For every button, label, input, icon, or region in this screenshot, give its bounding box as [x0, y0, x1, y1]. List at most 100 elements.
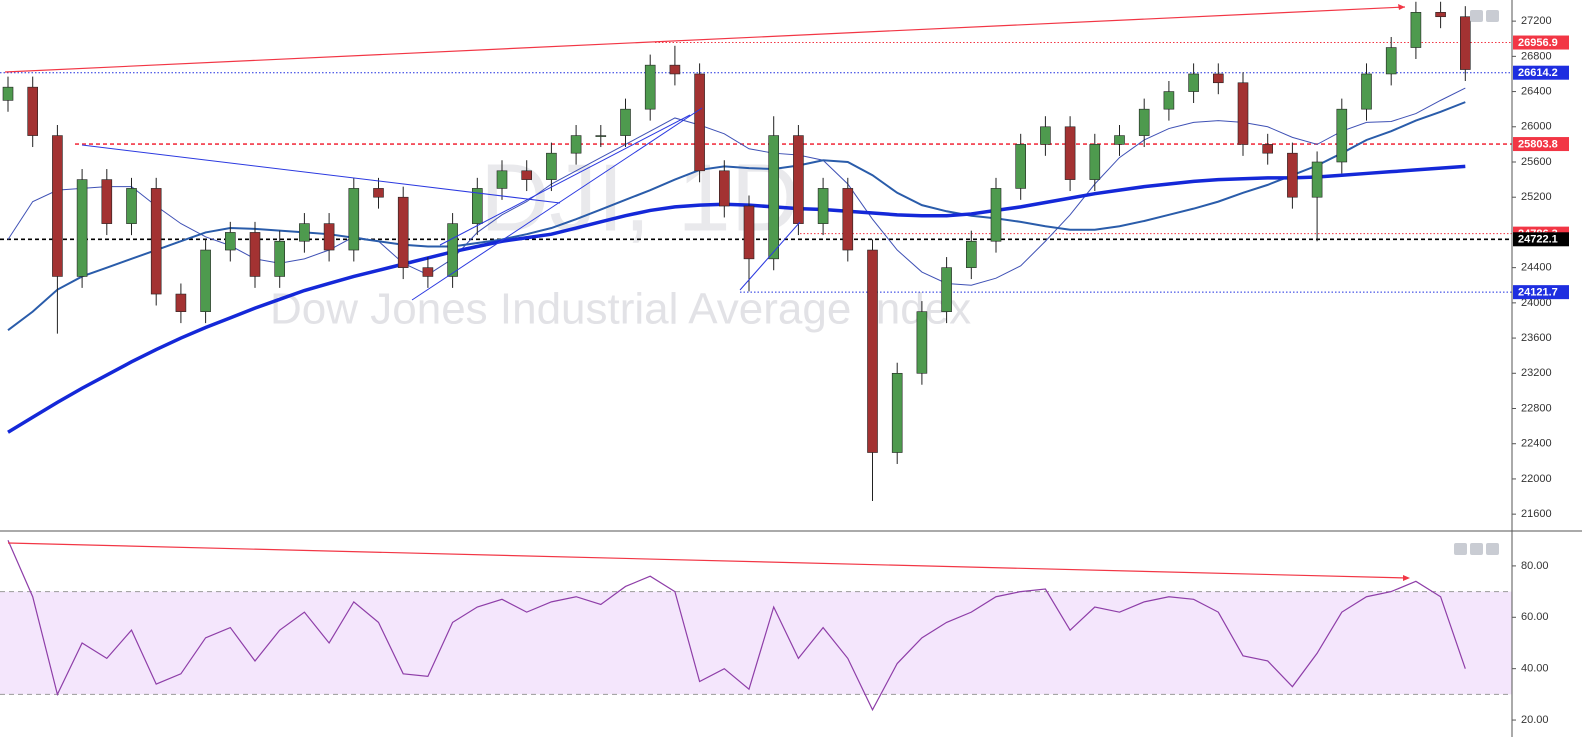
moving-average: [7, 164, 1466, 434]
candle-body: [768, 135, 780, 260]
y-tick-label: 22000: [1521, 473, 1552, 485]
button[interactable]: [1454, 543, 1467, 555]
candle-body: [891, 372, 903, 453]
candle-body: [274, 240, 286, 277]
candle-body: [1188, 73, 1199, 92]
channel-line: [439, 114, 691, 246]
price-label-bg: [1513, 232, 1569, 247]
y-tick-label: 25200: [1521, 191, 1552, 203]
arrow-head: [1398, 4, 1405, 10]
candle-body: [817, 188, 829, 224]
candle-body: [249, 232, 261, 277]
candle-body: [1385, 47, 1397, 75]
candle-body: [52, 135, 63, 277]
price-label-bg: [1513, 285, 1569, 300]
rsi-band: [0, 591, 1512, 695]
candle-body: [546, 152, 557, 180]
candle-body: [225, 232, 236, 251]
y-tick-label: 23200: [1521, 367, 1552, 379]
price-label-bg: [1513, 35, 1569, 50]
candle-body: [150, 188, 162, 295]
candle-body: [1163, 91, 1175, 110]
price-label-bg: [1513, 65, 1569, 80]
y-tick-label: 40.00: [1521, 663, 1549, 675]
candle-body: [965, 240, 977, 268]
candle-body: [793, 135, 804, 224]
price-label: 26614.2: [1518, 67, 1558, 79]
y-tick-label: 23600: [1521, 332, 1552, 344]
candle-body: [126, 188, 137, 224]
candle-body: [200, 249, 211, 312]
y-tick-label: 26400: [1521, 85, 1552, 97]
candle-body: [1237, 82, 1249, 145]
button[interactable]: [1470, 543, 1483, 555]
candle-body: [323, 223, 335, 251]
y-tick-label: 25600: [1521, 156, 1552, 168]
candle-body: [570, 135, 582, 154]
candle-body: [842, 188, 854, 251]
price-label-bg: [1513, 137, 1569, 152]
candle-body: [175, 293, 187, 312]
candle-body: [1287, 152, 1298, 198]
y-tick-label: 27200: [1521, 15, 1552, 27]
candle-body: [941, 267, 952, 312]
candle-body: [1311, 161, 1323, 198]
candle-body: [1361, 73, 1372, 110]
trend-line: [739, 221, 801, 291]
candle-body: [718, 170, 730, 207]
candle-body: [447, 223, 458, 277]
y-tick-label: 22800: [1521, 402, 1552, 414]
candle-body: [1138, 108, 1150, 136]
candle-body: [916, 311, 928, 374]
candle-body: [299, 223, 310, 242]
candle-body: [743, 205, 755, 260]
candle-body: [101, 179, 113, 224]
trend-line: [4, 6, 1406, 73]
y-tick-label: 26000: [1521, 121, 1552, 133]
candle-body: [1262, 144, 1273, 154]
y-tick-label: 20.00: [1521, 714, 1549, 726]
y-tick-label: 24000: [1521, 297, 1552, 309]
arrow-head: [1403, 575, 1410, 581]
button[interactable]: [1486, 10, 1499, 22]
price-label: 24722.1: [1518, 234, 1558, 246]
y-tick-label: 22400: [1521, 438, 1552, 450]
candle-body: [1089, 144, 1101, 180]
candle-body: [1460, 16, 1471, 70]
candle-body: [867, 249, 878, 453]
candle-body: [27, 86, 39, 136]
y-tick-label: 80.00: [1521, 560, 1549, 572]
candle-body: [595, 135, 607, 137]
price-label: 25803.8: [1518, 138, 1558, 150]
pane-buttons[interactable]: [1454, 10, 1499, 555]
button[interactable]: [1470, 10, 1483, 22]
candle-body: [1064, 126, 1076, 180]
candle-body: [1410, 12, 1422, 48]
candle-body: [1336, 108, 1348, 163]
candle-body: [2, 86, 14, 101]
candle-body: [348, 188, 360, 251]
candle-body: [496, 170, 508, 189]
candle-body: [1040, 126, 1051, 145]
candle-body: [521, 170, 533, 180]
trend-line: [81, 144, 561, 204]
price-label: 26956.9: [1518, 37, 1558, 49]
candle-body: [1015, 144, 1027, 189]
candle-body: [644, 64, 656, 110]
candle-body: [1114, 135, 1125, 145]
candle-body: [397, 196, 409, 268]
candle-body: [620, 108, 631, 136]
button[interactable]: [1486, 543, 1499, 555]
moving-average: [7, 101, 1466, 331]
candle-body: [422, 267, 434, 277]
y-tick-label: 60.00: [1521, 611, 1549, 623]
channel-line: [411, 107, 703, 301]
candle-body: [1435, 12, 1446, 18]
candle-body: [990, 188, 1002, 242]
rsi-line: [7, 539, 1466, 712]
candle-body: [1213, 73, 1224, 84]
candle-body: [694, 73, 705, 172]
candle-body: [373, 188, 384, 198]
watermark-subtitle: Dow Jones Industrial Average Index: [270, 285, 971, 334]
candle-body: [669, 64, 681, 75]
